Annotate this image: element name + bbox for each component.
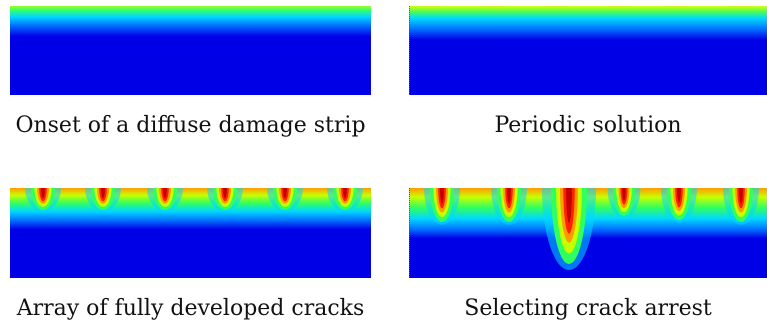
caption-periodic: Periodic solution (494, 113, 682, 138)
crack (607, 188, 641, 219)
damage-field-plot (10, 6, 371, 95)
hotspot (477, 6, 509, 13)
crack (207, 188, 243, 212)
crack (147, 188, 183, 212)
crack (267, 188, 303, 212)
damage-field-panel-periodic (409, 6, 767, 95)
damage-field-plot (10, 188, 371, 278)
caption-onset: Onset of a diffuse damage strip (15, 113, 366, 138)
crack (424, 188, 460, 225)
damage-field (10, 188, 371, 278)
crack (85, 188, 121, 212)
damage-field-plot (409, 6, 767, 95)
crack (723, 188, 759, 225)
crack-array (424, 188, 759, 271)
damage-field-panel-crack-array (10, 188, 371, 278)
hotspot-row (415, 6, 757, 13)
hotspot (415, 6, 447, 13)
crack-array (25, 188, 363, 212)
caption-crack-arrest: Selecting crack arrest (464, 296, 712, 321)
hotspot (601, 6, 633, 13)
damage-field-plot (409, 188, 767, 278)
caption-crack-array: Array of fully developed cracks (16, 296, 365, 321)
hotspot (725, 6, 757, 13)
crack (491, 188, 527, 225)
hotspot (663, 6, 695, 13)
damage-field (10, 6, 371, 95)
crack (661, 188, 697, 223)
crack (327, 188, 363, 212)
crack (542, 188, 596, 271)
damage-field-panel-crack-arrest (409, 188, 767, 278)
damage-field-panel-onset (10, 6, 371, 95)
hotspot (539, 6, 571, 13)
damage-field (409, 6, 767, 95)
crack (25, 188, 61, 212)
